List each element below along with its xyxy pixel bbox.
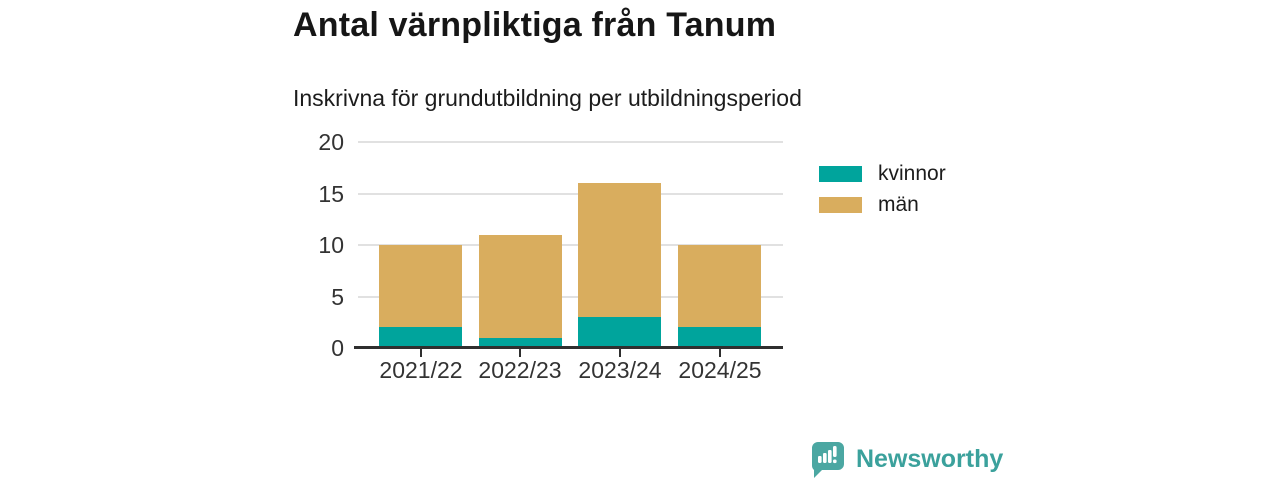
legend: kvinnor män [819, 162, 946, 228]
x-tick-mark [619, 348, 621, 357]
x-axis-line [354, 346, 783, 349]
plot-area [354, 141, 783, 349]
gridline [358, 244, 783, 246]
x-tick-label: 2022/23 [478, 357, 562, 383]
bar-2023/24 [578, 183, 661, 348]
y-tick-label: 10 [318, 232, 344, 258]
bar-segment-män [578, 183, 661, 318]
bar-2024/25 [678, 245, 761, 348]
x-tick-label: 2024/25 [678, 357, 762, 383]
bar-segment-män [379, 245, 462, 328]
chart-subtitle: Inskrivna för grundutbildning per utbild… [293, 85, 802, 111]
bar-segment-kvinnor [379, 327, 462, 348]
chart-title: Antal värnpliktiga från Tanum [293, 6, 777, 44]
newsworthy-branding: Newsworthy [810, 440, 1003, 478]
bar-segment-män [678, 245, 761, 328]
x-tick-mark [519, 348, 521, 357]
bar-segment-kvinnor [479, 337, 562, 348]
y-tick-label: 20 [318, 129, 344, 155]
y-tick-label: 5 [331, 283, 344, 310]
y-tick-label: 15 [318, 180, 344, 207]
x-tick-mark [719, 348, 721, 357]
y-tick-label: 0 [331, 335, 344, 361]
gridline [358, 295, 783, 298]
legend-item-kvinnor: kvinnor [819, 162, 946, 185]
legend-item-män: män [819, 193, 946, 216]
x-tick-label: 2021/22 [379, 357, 463, 383]
bar-2021/22 [379, 245, 462, 348]
legend-swatch [819, 197, 862, 213]
newsworthy-logo-icon [811, 442, 844, 478]
x-tick-mark [420, 348, 422, 357]
x-tick-label: 2023/24 [578, 357, 662, 383]
bar-segment-män [479, 234, 562, 338]
bar-2022/23 [479, 234, 562, 348]
newsworthy-logo-text: Newsworthy [856, 444, 1004, 473]
legend-label: kvinnor [878, 162, 946, 185]
legend-label: män [878, 193, 919, 216]
bar-segment-kvinnor [678, 327, 761, 348]
bar-segment-kvinnor [578, 317, 661, 348]
legend-swatch [819, 166, 862, 182]
gridline [358, 141, 783, 143]
gridline [358, 192, 783, 195]
